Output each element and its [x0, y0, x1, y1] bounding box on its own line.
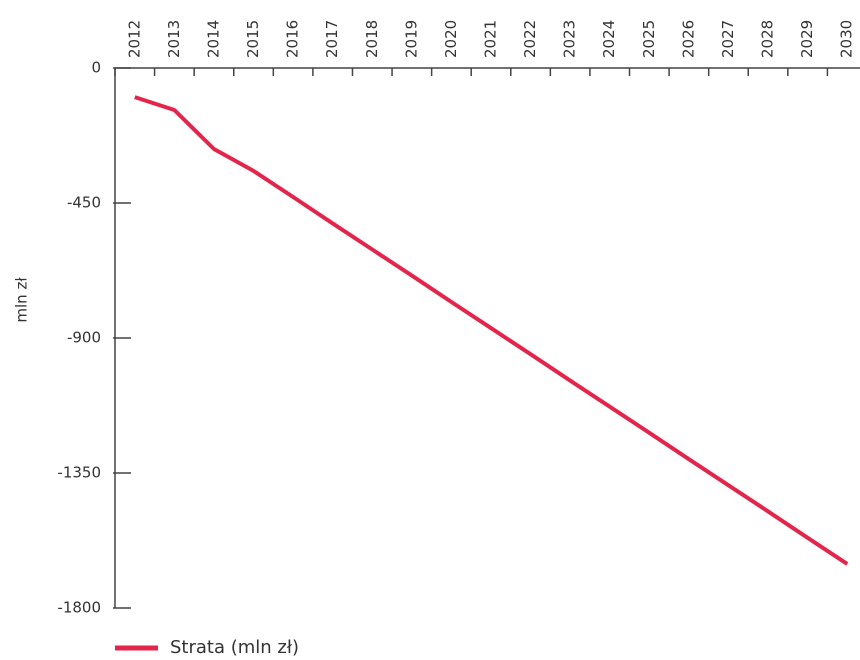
x-tick-label: 2027 [719, 20, 737, 58]
legend-label: Strata (mln zł) [170, 637, 299, 658]
y-tick-label: -450 [67, 194, 101, 212]
y-tick-label: -1800 [57, 599, 101, 617]
x-tick-label: 2026 [679, 20, 697, 58]
x-tick-label: 2025 [640, 20, 658, 58]
x-tick-label: 2015 [244, 20, 262, 58]
x-tick-label: 2021 [482, 20, 500, 58]
y-tick-label: -900 [67, 329, 101, 347]
x-tick-label: 2014 [204, 20, 222, 58]
x-tick-label: 2013 [165, 20, 183, 58]
y-tick-label: -1350 [57, 464, 101, 482]
data-line [134, 95, 849, 566]
x-tick-label: 2023 [561, 20, 579, 58]
x-tick-label: 2018 [363, 20, 381, 58]
x-tick-label: 2029 [798, 20, 816, 58]
x-tick-label: 2028 [759, 20, 777, 58]
x-tick-label: 2019 [402, 20, 420, 58]
x-tick-label: 2012 [125, 20, 143, 58]
x-tick-label: 2030 [838, 20, 856, 58]
x-tick-label: 2016 [284, 20, 302, 58]
y-axis-label: mln zł [13, 277, 31, 323]
x-tick-label: 2024 [600, 20, 618, 58]
x-tick-label: 2017 [323, 20, 341, 58]
x-tick-label: 2020 [442, 20, 460, 58]
y-tick-label: 0 [91, 59, 101, 77]
x-tick-label: 2022 [521, 20, 539, 58]
